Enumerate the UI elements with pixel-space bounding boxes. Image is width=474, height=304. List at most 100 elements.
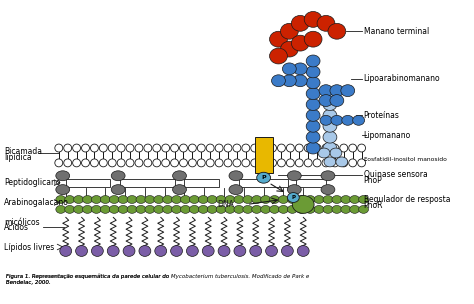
Ellipse shape (197, 159, 205, 167)
Ellipse shape (281, 23, 298, 39)
Text: P: P (261, 175, 266, 180)
Ellipse shape (154, 206, 164, 213)
Ellipse shape (332, 206, 342, 213)
Ellipse shape (171, 159, 179, 167)
Ellipse shape (317, 16, 335, 31)
Ellipse shape (163, 195, 173, 203)
Ellipse shape (76, 246, 88, 256)
Ellipse shape (145, 195, 155, 203)
Text: Bendelac, 2000.: Bendelac, 2000. (6, 280, 51, 285)
Ellipse shape (328, 23, 346, 39)
Bar (184, 179, 219, 187)
Ellipse shape (173, 171, 186, 181)
Ellipse shape (359, 206, 368, 213)
Ellipse shape (306, 120, 320, 132)
Text: Lípidos livres: Lípidos livres (4, 243, 55, 251)
Bar (120, 179, 174, 187)
Ellipse shape (320, 116, 332, 125)
Bar (66, 179, 110, 187)
Ellipse shape (100, 195, 110, 203)
Ellipse shape (206, 144, 214, 152)
Ellipse shape (162, 159, 170, 167)
Ellipse shape (100, 159, 107, 167)
Ellipse shape (260, 159, 268, 167)
Ellipse shape (225, 195, 235, 203)
Ellipse shape (100, 144, 107, 152)
Ellipse shape (314, 206, 324, 213)
Text: Lipomanano: Lipomanano (364, 131, 411, 140)
Ellipse shape (242, 144, 250, 152)
Ellipse shape (270, 31, 287, 47)
Text: Manano terminal: Manano terminal (364, 27, 429, 36)
Ellipse shape (162, 144, 170, 152)
Ellipse shape (293, 75, 307, 87)
Ellipse shape (243, 195, 253, 203)
Ellipse shape (180, 159, 187, 167)
Ellipse shape (323, 195, 333, 203)
Ellipse shape (65, 206, 74, 213)
Ellipse shape (139, 246, 151, 256)
Ellipse shape (261, 206, 271, 213)
Ellipse shape (305, 206, 315, 213)
Ellipse shape (91, 246, 103, 256)
Ellipse shape (304, 159, 312, 167)
Ellipse shape (109, 206, 119, 213)
Ellipse shape (180, 144, 187, 152)
Ellipse shape (323, 88, 337, 99)
Text: Figura 1. Representação esquemática da parede celular do Mycobacterium tuberculo: Figura 1. Representação esquemática da p… (6, 274, 310, 279)
Ellipse shape (154, 195, 164, 203)
Ellipse shape (109, 195, 119, 203)
Ellipse shape (216, 206, 226, 213)
Ellipse shape (118, 206, 128, 213)
Ellipse shape (202, 246, 214, 256)
Bar (296, 179, 326, 187)
Ellipse shape (234, 206, 244, 213)
Ellipse shape (82, 206, 92, 213)
Ellipse shape (207, 195, 217, 203)
Ellipse shape (189, 159, 196, 167)
Ellipse shape (323, 98, 337, 110)
Ellipse shape (123, 246, 135, 256)
Ellipse shape (55, 159, 63, 167)
Ellipse shape (117, 159, 125, 167)
Ellipse shape (111, 171, 125, 181)
Ellipse shape (292, 16, 309, 31)
Ellipse shape (153, 144, 161, 152)
Ellipse shape (287, 185, 301, 195)
Ellipse shape (319, 95, 333, 106)
Ellipse shape (350, 206, 360, 213)
Ellipse shape (144, 159, 152, 167)
Ellipse shape (155, 246, 167, 256)
Ellipse shape (224, 159, 232, 167)
Ellipse shape (270, 195, 280, 203)
Ellipse shape (243, 206, 253, 213)
Ellipse shape (207, 206, 217, 213)
Text: Figura 1. Representação esquemática da parede celular do: Figura 1. Representação esquemática da p… (6, 274, 171, 279)
Ellipse shape (321, 171, 335, 181)
Text: DNA: DNA (217, 200, 234, 209)
Ellipse shape (91, 159, 99, 167)
Ellipse shape (306, 98, 320, 110)
Ellipse shape (108, 144, 116, 152)
Ellipse shape (250, 246, 262, 256)
Ellipse shape (73, 144, 81, 152)
Ellipse shape (340, 144, 348, 152)
Ellipse shape (342, 116, 354, 125)
Ellipse shape (216, 195, 226, 203)
Ellipse shape (198, 206, 208, 213)
Ellipse shape (269, 144, 276, 152)
Text: lipídica: lipídica (4, 154, 32, 162)
Ellipse shape (279, 195, 288, 203)
Ellipse shape (319, 85, 333, 97)
Ellipse shape (341, 195, 351, 203)
Ellipse shape (341, 206, 351, 213)
Ellipse shape (65, 195, 74, 203)
Ellipse shape (304, 144, 312, 152)
Ellipse shape (287, 192, 299, 202)
Ellipse shape (350, 195, 360, 203)
Ellipse shape (181, 195, 191, 203)
Ellipse shape (127, 206, 137, 213)
Ellipse shape (359, 195, 368, 203)
Ellipse shape (108, 159, 116, 167)
Ellipse shape (82, 159, 90, 167)
